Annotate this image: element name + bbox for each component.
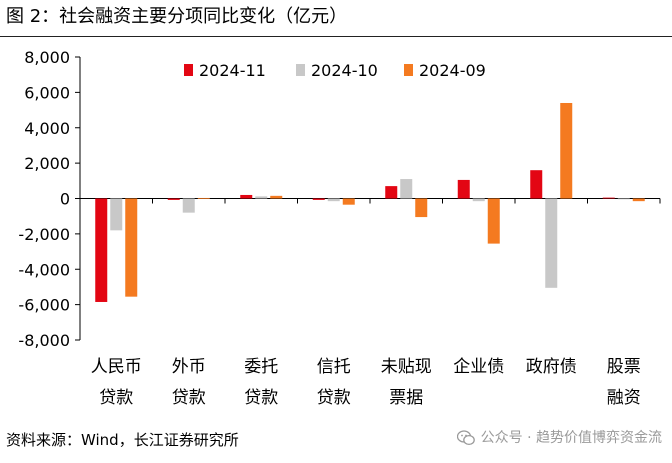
bar-2024-09-7 [632, 198, 645, 202]
bar-2024-11-5 [457, 179, 470, 199]
title-divider [0, 36, 672, 37]
wechat-icon [456, 430, 475, 446]
bar-2024-09-3 [342, 198, 355, 205]
source-note: 资料来源：Wind，长江证券研究所 [6, 431, 239, 449]
y-tick-label: 8,000 [24, 48, 70, 67]
bar-2024-09-4 [415, 198, 428, 218]
bar-2024-11-2 [240, 194, 253, 199]
bar-2024-11-7 [602, 197, 615, 199]
category-label: 融资 [607, 388, 641, 408]
bar-2024-10-6 [545, 198, 558, 288]
bar-2024-11-0 [95, 198, 108, 302]
bar-2024-10-5 [472, 198, 485, 202]
y-tick-label: -8,000 [18, 331, 70, 350]
watermark: 公众号 · 趋势价值博弈资金流 [456, 428, 662, 448]
category-label: 贷款 [99, 388, 133, 408]
legend-swatch-2024-11 [184, 64, 193, 76]
bar-2024-09-0 [125, 198, 138, 297]
y-tick-label: 4,000 [24, 119, 70, 138]
y-tick-label: -4,000 [18, 260, 70, 279]
bar-2024-11-3 [312, 198, 325, 200]
watermark-text: 公众号 · 趋势价值博弈资金流 [480, 430, 662, 446]
category-label: 政府债 [526, 357, 577, 377]
legend-swatch-2024-09 [404, 64, 413, 76]
y-tick-label: -2,000 [18, 225, 70, 244]
y-tick-label: 0 [60, 190, 70, 209]
legend-label-2024-11: 2024-11 [199, 61, 266, 80]
bar-2024-09-6 [560, 102, 573, 199]
bar-2024-11-6 [530, 170, 543, 199]
category-label: 信托 [317, 357, 351, 377]
y-tick-label: 6,000 [24, 83, 70, 102]
category-label: 股票 [607, 357, 641, 377]
category-label: 未贴现 [381, 357, 432, 377]
bar-2024-09-1 [197, 197, 210, 199]
y-tick-label: 2,000 [24, 154, 70, 173]
bar-2024-10-1 [182, 198, 195, 213]
legend-swatch-2024-10 [296, 64, 305, 76]
bar-2024-10-0 [110, 198, 123, 231]
bar-2024-10-2 [255, 196, 268, 199]
chart-title: 图 2：社会融资主要分项同比变化（亿元） [6, 6, 348, 27]
legend-label-2024-10: 2024-10 [311, 61, 378, 80]
category-label: 企业债 [453, 357, 504, 377]
category-label: 票据 [389, 388, 423, 408]
bar-2024-10-4 [400, 179, 413, 199]
bar-2024-09-5 [487, 198, 500, 244]
category-label: 外币 [172, 357, 206, 377]
category-label: 贷款 [172, 388, 206, 408]
category-label: 贷款 [244, 388, 278, 408]
y-tick-label: -6,000 [18, 296, 70, 315]
bar-chart: -8,000 -6,000 -4,000 -2,000 0 2,000 4,000 6,000… [18, 48, 661, 408]
bar-2024-10-3 [327, 198, 340, 202]
category-label: 人民币 [91, 357, 142, 377]
legend-label-2024-09: 2024-09 [419, 61, 486, 80]
category-label: 贷款 [317, 388, 351, 408]
category-label: 委托 [244, 357, 278, 377]
bar-2024-11-1 [167, 198, 180, 200]
bar-2024-10-7 [617, 198, 630, 200]
bar-2024-09-2 [270, 195, 283, 199]
bar-2024-11-4 [385, 186, 398, 199]
